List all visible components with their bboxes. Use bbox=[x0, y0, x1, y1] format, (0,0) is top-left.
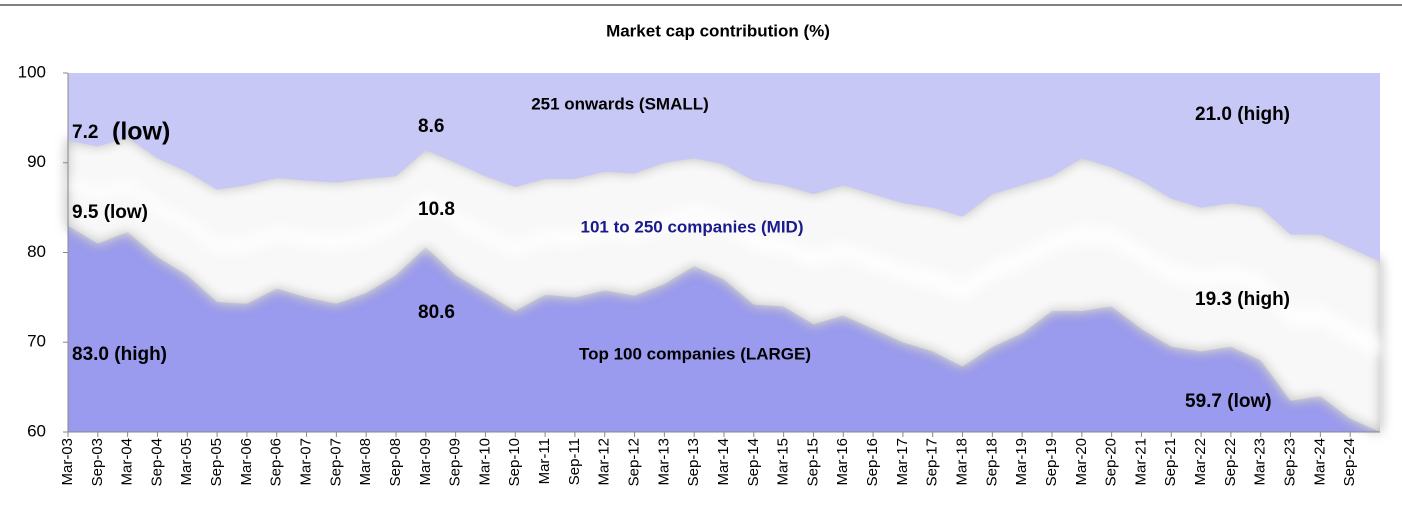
annotation: 80.6 bbox=[418, 302, 455, 323]
x-tick-label: Mar-06 bbox=[238, 438, 255, 486]
x-tick-label: Mar-20 bbox=[1073, 438, 1090, 486]
x-tick-label: Sep-08 bbox=[387, 438, 404, 486]
x-tick-label: Mar-23 bbox=[1252, 438, 1269, 486]
annotation: 83.0 (high) bbox=[72, 344, 167, 365]
x-tick-label: Sep-24 bbox=[1341, 438, 1358, 486]
annotation: 9.5 (low) bbox=[72, 202, 148, 223]
x-tick-label: Sep-13 bbox=[685, 438, 702, 486]
x-tick-label: Sep-12 bbox=[626, 438, 643, 486]
x-tick-label: Mar-18 bbox=[954, 438, 971, 486]
x-tick-label: Sep-05 bbox=[208, 438, 225, 486]
x-tick-label: Sep-06 bbox=[268, 438, 285, 486]
series-label: 251 onwards (SMALL) bbox=[531, 94, 709, 113]
x-tick-label: Mar-09 bbox=[417, 438, 434, 486]
chart-title: Market cap contribution (%) bbox=[606, 21, 830, 40]
x-tick-label: Sep-20 bbox=[1103, 438, 1120, 486]
x-tick-label: Sep-16 bbox=[864, 438, 881, 486]
x-tick-label: Mar-08 bbox=[357, 438, 374, 486]
x-tick-label: Mar-21 bbox=[1132, 438, 1149, 486]
x-tick-label: Sep-14 bbox=[745, 438, 762, 486]
y-tick-label: 70 bbox=[27, 332, 46, 351]
y-tick-label: 100 bbox=[18, 62, 46, 81]
y-tick-label: 80 bbox=[27, 242, 46, 261]
area-glow bbox=[68, 137, 1380, 432]
annotation: 8.6 bbox=[418, 116, 444, 137]
series-label: 101 to 250 companies (MID) bbox=[581, 217, 804, 236]
x-tick-label: Sep-07 bbox=[327, 438, 344, 486]
x-tick-label: Sep-04 bbox=[148, 438, 165, 486]
area bbox=[68, 225, 1380, 432]
x-tick-label: Sep-19 bbox=[1043, 438, 1060, 486]
area-core bbox=[68, 178, 1380, 357]
y-tick-label: 60 bbox=[27, 421, 46, 440]
x-tick-label: Sep-09 bbox=[447, 438, 464, 486]
annotation: 19.3 (high) bbox=[1195, 289, 1290, 310]
y-tick-label: 90 bbox=[27, 152, 46, 171]
x-tick-label: Mar-13 bbox=[655, 438, 672, 486]
x-tick-label: Mar-24 bbox=[1311, 438, 1328, 486]
x-tick-label: Sep-18 bbox=[983, 438, 1000, 486]
x-tick-label: Sep-23 bbox=[1282, 438, 1299, 486]
annotation: (low) bbox=[112, 118, 170, 146]
x-tick-label: Mar-10 bbox=[476, 438, 493, 486]
x-tick-label: Mar-17 bbox=[894, 438, 911, 486]
x-tick-label: Sep-22 bbox=[1222, 438, 1239, 486]
x-tick-label: Sep-03 bbox=[89, 438, 106, 486]
x-tick-label: Mar-03 bbox=[59, 438, 76, 486]
area bbox=[68, 73, 1380, 262]
annotation: 21.0 (high) bbox=[1195, 104, 1290, 125]
x-tick-label: Mar-04 bbox=[119, 438, 136, 486]
annotation: 10.8 bbox=[418, 199, 455, 220]
x-tick-label: Sep-21 bbox=[1162, 438, 1179, 486]
x-tick-label: Mar-14 bbox=[715, 438, 732, 486]
x-tick-label: Mar-19 bbox=[1013, 438, 1030, 486]
x-tick-label: Sep-11 bbox=[566, 438, 583, 485]
x-tick-label: Mar-16 bbox=[834, 438, 851, 486]
annotation: 7.2 bbox=[72, 122, 98, 143]
x-tick-label: Sep-17 bbox=[924, 438, 941, 486]
x-tick-label: Sep-15 bbox=[804, 438, 821, 486]
x-tick-label: Mar-12 bbox=[596, 438, 613, 486]
x-tick-label: Sep-10 bbox=[506, 438, 523, 486]
x-tick-label: Mar-05 bbox=[178, 438, 195, 486]
annotation: 59.7 (low) bbox=[1185, 391, 1272, 412]
x-tick-label: Mar-07 bbox=[298, 438, 315, 486]
x-tick-label: Mar-22 bbox=[1192, 438, 1209, 486]
x-tick-label: Mar-15 bbox=[775, 438, 792, 486]
x-tick-label: Mar-11 bbox=[536, 438, 553, 484]
series-label: Top 100 companies (LARGE) bbox=[579, 344, 811, 363]
